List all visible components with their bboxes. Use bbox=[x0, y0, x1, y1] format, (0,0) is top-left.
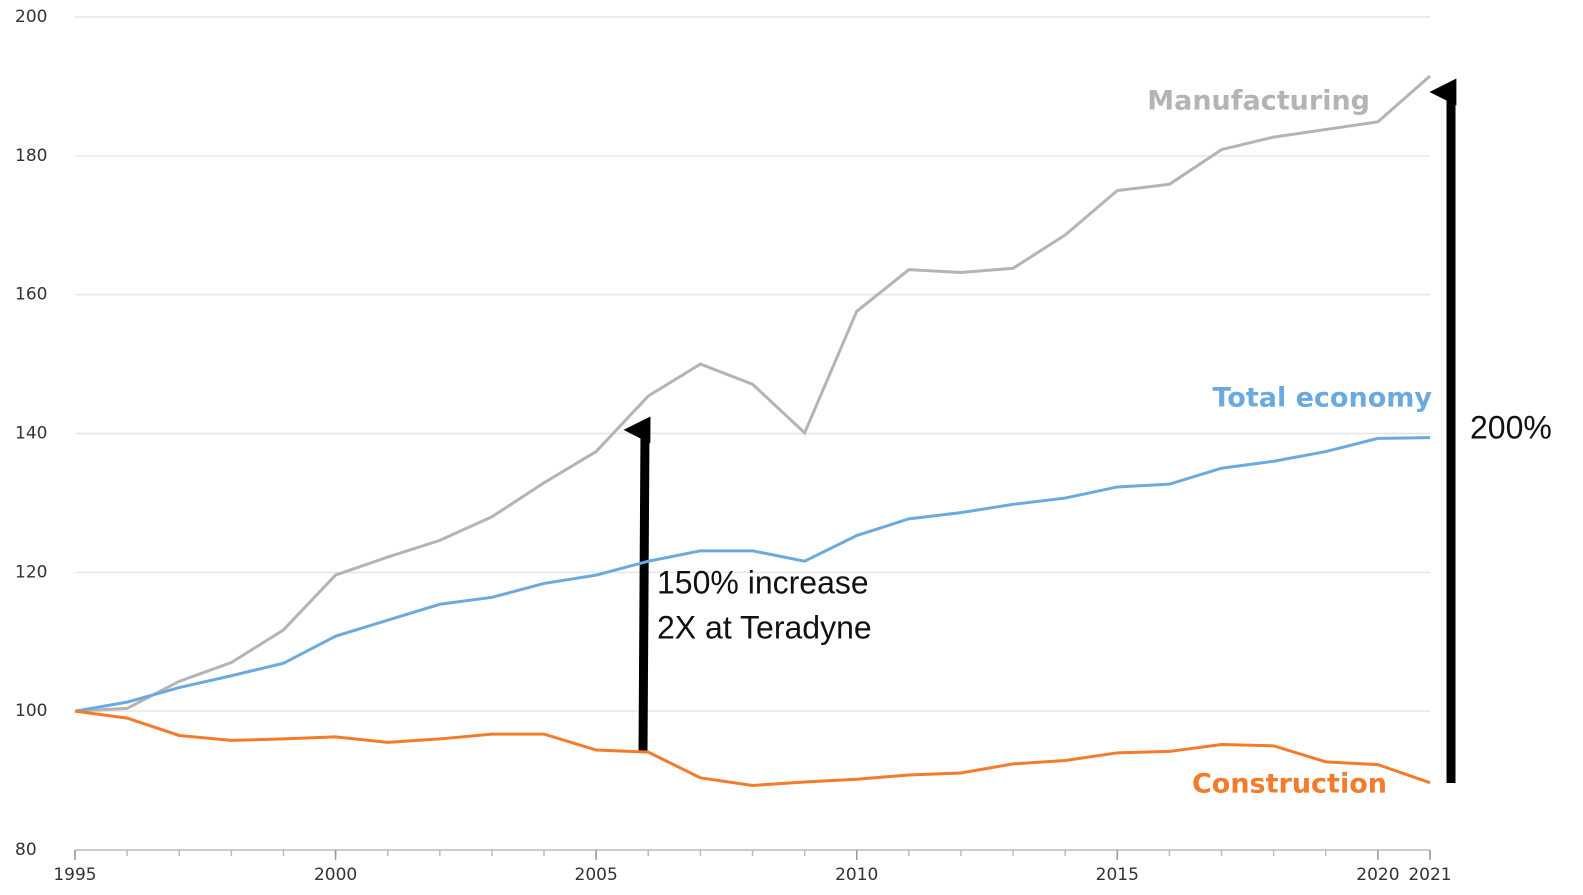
annotation: 2X at Teradyne bbox=[657, 609, 872, 645]
x-tick-label: 2020 bbox=[1356, 865, 1399, 885]
x-tick-label: 2000 bbox=[314, 865, 357, 885]
series-line bbox=[74, 436, 1431, 713]
x-tick-label: 2021 bbox=[1408, 865, 1451, 885]
x-tick-label: 2005 bbox=[575, 865, 618, 885]
y-tick-label: 140 bbox=[15, 424, 47, 444]
y-tick-label: 80 bbox=[15, 840, 37, 860]
series-line bbox=[74, 74, 1431, 713]
series-line bbox=[74, 709, 1431, 787]
x-tick-label: 2015 bbox=[1096, 865, 1139, 885]
series-label: Manufacturing bbox=[1147, 86, 1370, 117]
annotation: 200% bbox=[1470, 409, 1552, 445]
y-tick-label: 100 bbox=[15, 701, 47, 721]
series-label: Construction bbox=[1192, 769, 1387, 800]
x-tick-label: 2010 bbox=[835, 865, 878, 885]
grid bbox=[75, 16, 1430, 712]
y-tick-label: 120 bbox=[15, 562, 47, 582]
y-tick-label: 180 bbox=[15, 146, 47, 166]
y-tick-label: 160 bbox=[15, 285, 47, 305]
arrow bbox=[623, 416, 651, 753]
series-label: Total economy bbox=[1212, 383, 1432, 414]
y-tick-label: 200 bbox=[15, 7, 47, 27]
annotation: 150% increase bbox=[657, 564, 869, 600]
x-tick-label: 1995 bbox=[53, 865, 96, 885]
